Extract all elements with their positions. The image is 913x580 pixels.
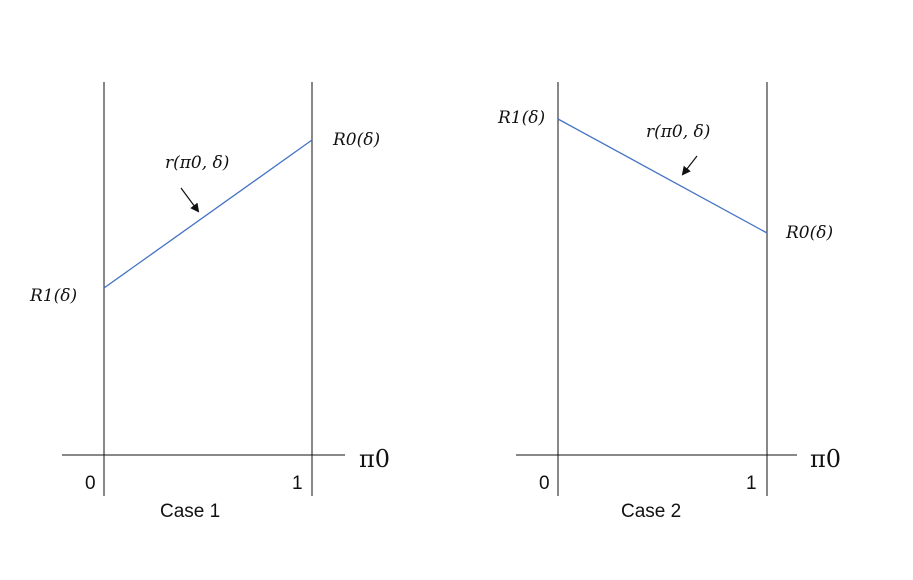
risk-line	[103, 139, 313, 289]
left-endpoint-label: R1(δ)	[29, 286, 77, 306]
left-endpoint-label-text: R1(δ)	[29, 286, 77, 306]
risk-line	[557, 118, 768, 234]
curve-label: r(π0, δ)	[646, 122, 710, 142]
x-tick-1: 1	[292, 473, 303, 494]
x-tick-0: 0	[85, 473, 96, 494]
x-tick-1: 1	[746, 473, 757, 494]
right-endpoint-label: R0(δ)	[785, 223, 833, 243]
panel-caption: Case 2	[621, 501, 681, 522]
x-axis-label: π0	[810, 445, 841, 473]
right-endpoint-label-text: R0(δ)	[332, 130, 380, 150]
right-endpoint-label-text: R0(δ)	[785, 223, 833, 243]
left-endpoint-label: R1(δ)	[497, 108, 545, 128]
pointer-arrow	[180, 187, 200, 213]
curve-label-text: r(π0, δ)	[165, 153, 229, 173]
panel-case-2: r(π0, δ) R1(δ) R0(δ) π0 0 1 Case 2	[497, 82, 841, 522]
pointer-arrow	[681, 155, 698, 176]
curve-label: r(π0, δ)	[165, 153, 229, 173]
curve-label-text: r(π0, δ)	[646, 122, 710, 142]
left-endpoint-label-text: R1(δ)	[497, 108, 545, 128]
x-tick-0: 0	[539, 473, 550, 494]
panel-caption: Case 1	[160, 501, 220, 522]
panel-case-1: r(π0, δ) R0(δ) R1(δ) π0 0 1 Case 1	[29, 82, 390, 522]
x-axis-label: π0	[359, 445, 390, 473]
right-endpoint-label: R0(δ)	[332, 130, 380, 150]
